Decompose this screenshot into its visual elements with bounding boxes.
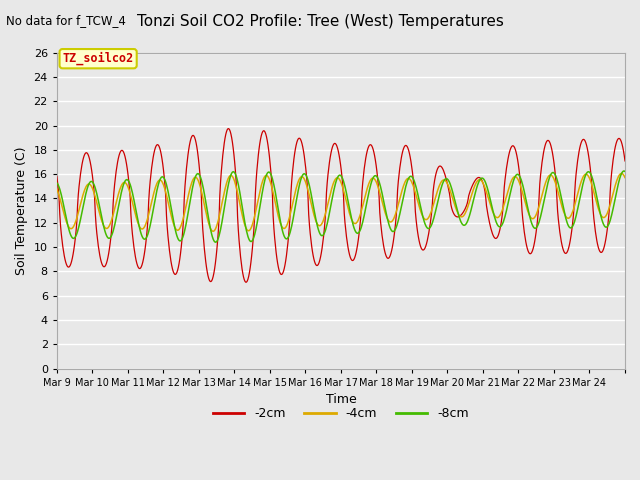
Legend: -2cm, -4cm, -8cm: -2cm, -4cm, -8cm	[208, 402, 474, 425]
Text: No data for f_TCW_4: No data for f_TCW_4	[6, 14, 126, 27]
Text: TZ_soilco2: TZ_soilco2	[63, 52, 134, 65]
Text: Tonzi Soil CO2 Profile: Tree (West) Temperatures: Tonzi Soil CO2 Profile: Tree (West) Temp…	[136, 14, 504, 29]
X-axis label: Time: Time	[326, 393, 356, 406]
Y-axis label: Soil Temperature (C): Soil Temperature (C)	[15, 146, 28, 275]
